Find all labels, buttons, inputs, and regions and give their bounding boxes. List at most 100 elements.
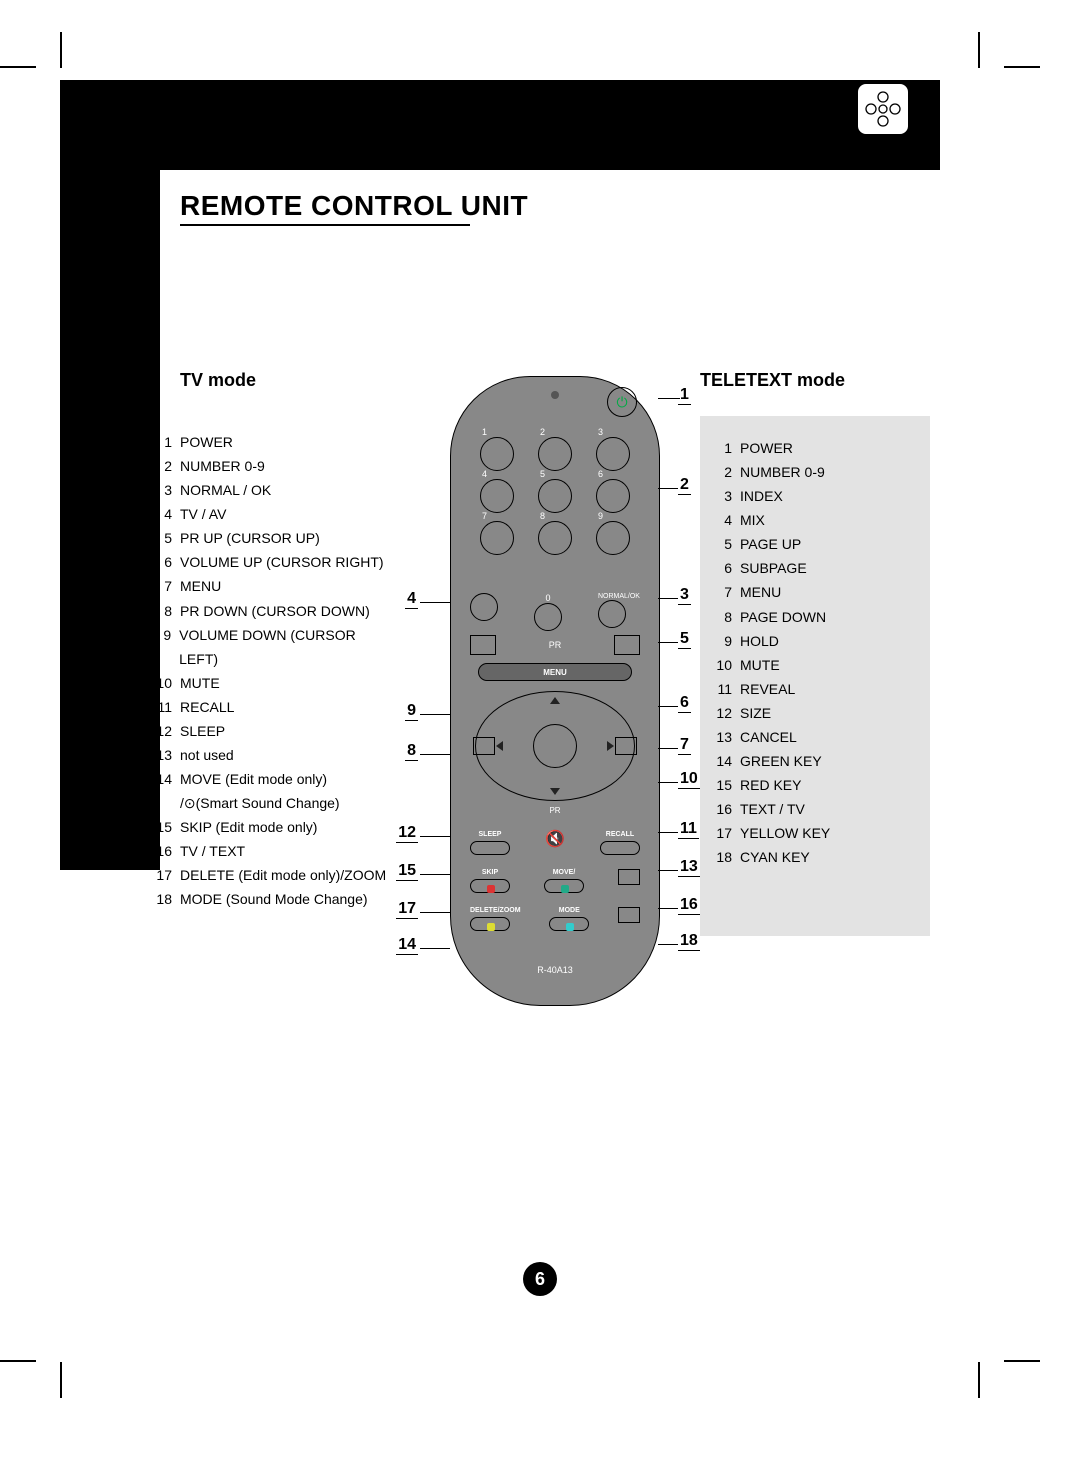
teletext-mode-heading: TELETEXT mode: [700, 370, 845, 391]
delete-button: [470, 917, 510, 931]
list-item: 5PR UP (CURSOR UP): [154, 526, 388, 550]
normal-ok-label: NORMAL/OK: [598, 593, 640, 600]
list-item: 13not used: [154, 743, 388, 767]
callout-number: 17: [390, 900, 418, 919]
mode-button: [549, 917, 589, 931]
tvav-row: 0 NORMAL/OK: [470, 593, 640, 631]
list-item: 11RECALL: [154, 695, 388, 719]
callout-number: 1: [678, 386, 706, 405]
skip-label: SKIP: [482, 869, 498, 876]
icon-row: PR: [470, 635, 640, 655]
list-item: 3INDEX: [714, 484, 916, 508]
number-pad: 1 2 3 4 5 6 7 8 9: [480, 437, 630, 563]
list-item: 12SLEEP: [154, 719, 388, 743]
icon-button-right: [614, 635, 640, 655]
mute-icon: 🔇: [545, 829, 565, 849]
dpad: PR: [475, 691, 635, 801]
list-item: 10MUTE: [154, 671, 388, 695]
callout-number: 5: [678, 630, 706, 649]
title-underline: [180, 224, 470, 226]
list-item: 9VOLUME DOWN (CURSOR LEFT): [154, 623, 388, 671]
pr-label: PR: [549, 640, 562, 650]
callout-number: 2: [678, 476, 706, 495]
row-delete-mode: DELETE/ZOOM MODE: [470, 899, 640, 931]
crop-mark: [0, 66, 36, 68]
callout-number: 18: [678, 932, 706, 951]
delete-label: DELETE/ZOOM: [470, 907, 521, 914]
callout-number: 7: [678, 736, 706, 755]
page-title: REMOTE CONTROL UNIT: [180, 190, 528, 222]
list-item: 8PAGE DOWN: [714, 605, 916, 629]
teletext-mode-list: 1POWER2NUMBER 0-93INDEX4MIX5PAGE UP6SUBP…: [700, 416, 930, 936]
list-item: 18CYAN KEY: [714, 845, 916, 869]
tvav-button: [470, 593, 498, 621]
row-sleep-recall: SLEEP 🔇 RECALL: [470, 823, 640, 855]
list-item: 1POWER: [714, 436, 916, 460]
list-item: 1POWER: [154, 430, 388, 454]
icon-button-left: [470, 635, 496, 655]
list-item: 3NORMAL / OK: [154, 478, 388, 502]
crop-mark: [978, 1362, 980, 1398]
callout-number: 13: [678, 858, 706, 877]
callout-number: 6: [678, 694, 706, 713]
callout-number: 4: [390, 590, 418, 609]
callout-number: 9: [390, 702, 418, 721]
list-item: 16TEXT / TV: [714, 797, 916, 821]
list-item: 4MIX: [714, 508, 916, 532]
pr-down-label: PR: [549, 806, 560, 815]
model-number: R-40A13: [537, 965, 573, 975]
list-item: 2NUMBER 0-9: [154, 454, 388, 478]
list-item: 4TV / AV: [154, 502, 388, 526]
list-item: 5PAGE UP: [714, 532, 916, 556]
list-item: 8PR DOWN (CURSOR DOWN): [154, 599, 388, 623]
list-item: 7MENU: [714, 580, 916, 604]
tv-mode-heading: TV mode: [180, 370, 256, 391]
crop-mark: [60, 1362, 62, 1398]
callout-number: 14: [390, 936, 418, 955]
list-item: 6SUBPAGE: [714, 556, 916, 580]
power-button: ⏻: [607, 387, 637, 417]
list-item: 13CANCEL: [714, 725, 916, 749]
side-bar: [60, 80, 160, 870]
menu-bar: MENU: [478, 663, 632, 681]
list-item: 6VOLUME UP (CURSOR RIGHT): [154, 550, 388, 574]
list-item: 18MODE (Sound Mode Change): [154, 887, 388, 911]
callout-number: 11: [678, 820, 706, 839]
crop-mark: [978, 32, 980, 68]
list-item: 15SKIP (Edit mode only): [154, 815, 388, 839]
callout-number: 12: [390, 824, 418, 843]
skip-button: [470, 879, 510, 893]
list-item: 2NUMBER 0-9: [714, 460, 916, 484]
normal-ok-button: [598, 600, 626, 628]
recall-label: RECALL: [606, 831, 634, 838]
sleep-button: [470, 841, 510, 855]
list-item: 12SIZE: [714, 701, 916, 725]
callout-number: 3: [678, 586, 706, 605]
sleep-label: SLEEP: [479, 831, 502, 838]
list-item: 14GREEN KEY: [714, 749, 916, 773]
crop-mark: [0, 1360, 36, 1362]
crop-mark: [1004, 1360, 1040, 1362]
row-skip-move: SKIP MOVE/: [470, 861, 640, 893]
list-item: 7MENU: [154, 574, 388, 598]
menu-label: MENU: [543, 668, 567, 677]
list-item: 16TV / TEXT: [154, 839, 388, 863]
callout-number: 16: [678, 896, 706, 915]
header-bar: [60, 80, 940, 170]
list-item: 17DELETE (Edit mode only)/ZOOM: [154, 863, 388, 887]
text-tv-button: [618, 907, 640, 923]
ir-led: [551, 391, 559, 399]
callout-number: 10: [678, 770, 706, 789]
mode-label: MODE: [559, 907, 580, 914]
list-item: 17YELLOW KEY: [714, 821, 916, 845]
ok-button: [533, 724, 577, 768]
dpad-corner-icon: [856, 82, 910, 136]
list-item: /⊙(Smart Sound Change): [154, 791, 388, 815]
recall-button: [600, 841, 640, 855]
list-item: 11REVEAL: [714, 677, 916, 701]
callout-number: 15: [390, 862, 418, 881]
move-label: MOVE/: [553, 869, 576, 876]
list-item: 9HOLD: [714, 629, 916, 653]
cancel-button: [618, 869, 640, 885]
crop-mark: [1004, 66, 1040, 68]
